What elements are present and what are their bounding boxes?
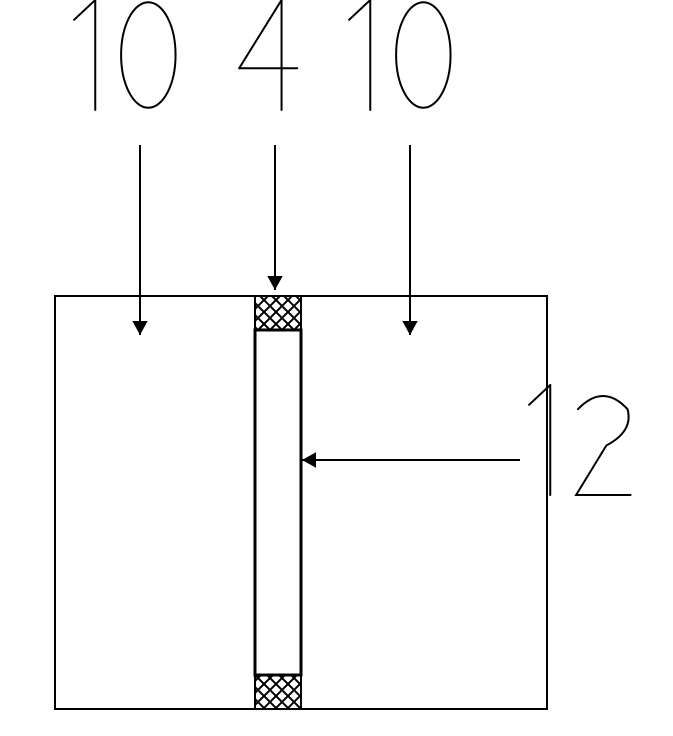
arrow-12-head: [302, 452, 316, 467]
diagram-arrows: [132, 145, 520, 468]
label-10-right: [349, 0, 450, 110]
arrow-10-right-head: [402, 321, 417, 335]
hatch-bottom: [255, 675, 301, 709]
label-10-left: [74, 0, 175, 110]
label-12: [529, 385, 630, 495]
technical-diagram: [0, 0, 673, 736]
label-4-center: [239, 0, 297, 110]
arrow-10-left-head: [132, 321, 147, 335]
diagram-shapes: [55, 296, 547, 709]
hatch-top: [255, 296, 301, 330]
arrow-4-center-head: [267, 276, 282, 290]
center-slot-inner: [255, 330, 301, 675]
